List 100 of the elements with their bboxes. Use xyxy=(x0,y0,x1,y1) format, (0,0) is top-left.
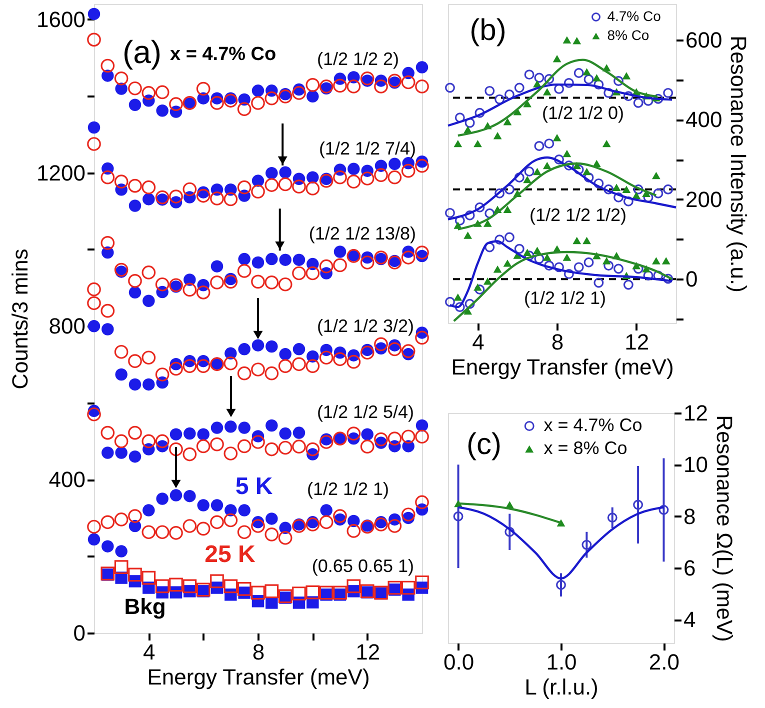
point xyxy=(602,257,611,264)
point xyxy=(523,248,532,256)
point xyxy=(333,258,347,272)
y-tick-label: 800 xyxy=(48,314,86,339)
point xyxy=(169,578,183,592)
point xyxy=(252,174,264,187)
point xyxy=(224,94,238,108)
point xyxy=(474,202,485,212)
x-tick-label: 12 xyxy=(356,640,380,664)
point xyxy=(87,282,101,296)
point xyxy=(128,81,142,96)
point xyxy=(114,262,128,277)
point xyxy=(210,422,224,434)
point xyxy=(554,154,564,164)
point xyxy=(182,447,197,462)
point xyxy=(562,150,572,158)
point xyxy=(415,158,429,173)
point xyxy=(184,490,196,502)
point xyxy=(333,586,347,600)
point xyxy=(483,278,492,285)
point xyxy=(504,184,514,194)
point xyxy=(169,97,183,112)
point xyxy=(643,270,654,281)
point xyxy=(237,264,252,278)
point xyxy=(87,520,101,534)
point xyxy=(100,426,115,440)
point xyxy=(210,515,224,530)
point xyxy=(251,274,265,289)
y-tick-label: 0 xyxy=(686,266,698,292)
series-label: 25 K xyxy=(204,541,256,568)
point xyxy=(493,132,502,140)
point xyxy=(607,512,618,523)
point xyxy=(251,184,265,198)
point xyxy=(643,96,654,106)
point xyxy=(155,277,170,292)
point xyxy=(266,340,278,353)
point xyxy=(622,72,631,80)
point xyxy=(182,519,197,533)
annotation: Bkg xyxy=(124,594,166,619)
point xyxy=(238,343,250,356)
point xyxy=(554,262,564,272)
point xyxy=(224,446,238,460)
point xyxy=(196,439,210,454)
point xyxy=(542,254,552,261)
point xyxy=(155,190,170,204)
y-tick-label: 10 xyxy=(684,452,708,478)
point xyxy=(454,302,465,312)
point xyxy=(474,140,482,148)
point xyxy=(88,320,100,332)
point xyxy=(401,75,416,90)
point xyxy=(278,530,292,545)
point xyxy=(88,533,100,546)
point xyxy=(494,234,505,245)
point xyxy=(614,264,624,274)
y-tick-label: 400 xyxy=(686,107,722,132)
point xyxy=(544,260,554,271)
point xyxy=(333,509,347,523)
point xyxy=(224,347,237,360)
x-tick-label: 0.0 xyxy=(443,650,474,674)
annotation: (1/2 1/2 1) xyxy=(306,479,389,499)
x-tick-label: 8 xyxy=(551,330,564,354)
point xyxy=(210,276,224,290)
point xyxy=(319,515,334,530)
x-tick-label: 2.0 xyxy=(648,650,680,674)
point xyxy=(334,246,346,258)
annotation: (1/2 1/2 1) xyxy=(524,288,606,308)
point xyxy=(633,500,644,510)
point xyxy=(348,162,360,176)
point xyxy=(182,359,197,373)
point xyxy=(306,359,320,373)
point xyxy=(319,350,334,365)
point xyxy=(142,504,155,516)
point xyxy=(210,260,224,272)
point xyxy=(128,450,142,463)
point xyxy=(128,200,142,212)
point xyxy=(572,37,582,44)
point xyxy=(564,268,574,279)
point xyxy=(224,579,238,594)
point xyxy=(415,330,429,345)
y-axis-title: Resonance Ω(L) (meV) xyxy=(712,415,737,642)
point xyxy=(348,514,360,528)
point xyxy=(142,180,156,194)
point xyxy=(388,432,402,446)
point xyxy=(100,58,115,73)
point xyxy=(182,579,197,594)
y-tick-label: 12 xyxy=(684,400,708,426)
point xyxy=(264,442,279,456)
point xyxy=(237,525,252,540)
point xyxy=(292,254,306,266)
point xyxy=(237,582,252,596)
point xyxy=(333,78,347,93)
point xyxy=(633,98,644,108)
point xyxy=(494,94,505,104)
point xyxy=(292,180,306,194)
point xyxy=(306,266,320,280)
point xyxy=(360,256,374,270)
point xyxy=(346,80,361,94)
point xyxy=(128,98,142,111)
point xyxy=(401,430,416,444)
point xyxy=(360,172,374,186)
